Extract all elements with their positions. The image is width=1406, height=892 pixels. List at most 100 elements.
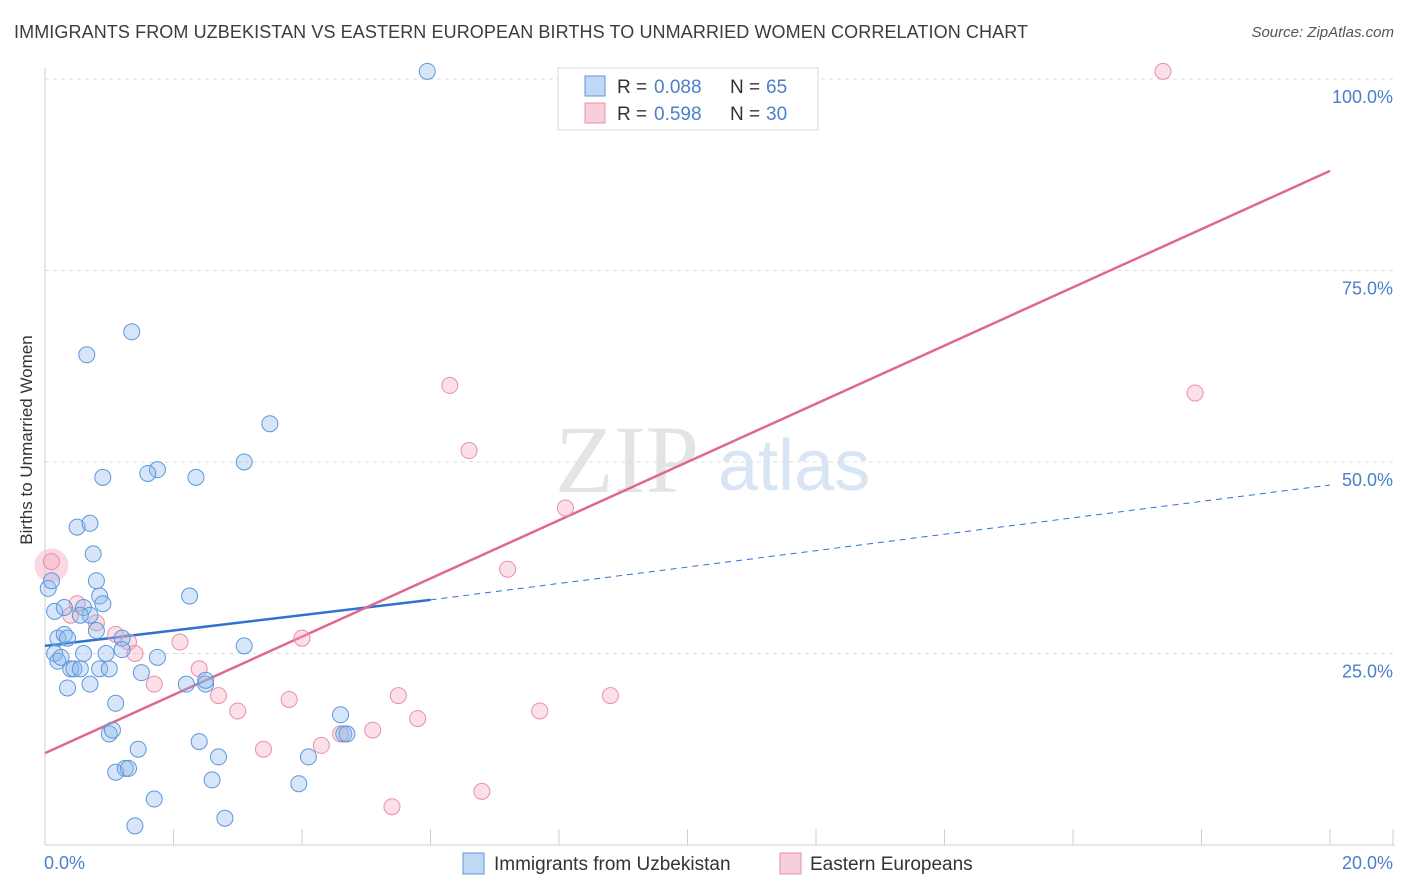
eastern-europeans-point <box>441 376 459 394</box>
eastern-europeans-point <box>209 687 227 705</box>
uzbekistan-point <box>58 679 76 697</box>
legend-swatch <box>584 102 606 124</box>
eastern-europeans-point <box>254 740 272 758</box>
uzbekistan-point <box>42 572 60 590</box>
eastern-europeans-point <box>42 553 60 571</box>
uzbekistan-point <box>103 721 121 739</box>
uzbekistan-point <box>84 545 102 563</box>
uzbekistan-point <box>216 809 234 827</box>
uzbekistan-point <box>78 346 96 364</box>
eastern-europeans-trend-line <box>44 169 1331 755</box>
eastern-europeans-point <box>473 782 491 800</box>
uzbekistan-point <box>197 671 215 689</box>
uzbekistan-point <box>113 641 131 659</box>
eastern-europeans-point <box>460 442 478 460</box>
uzbekistan-point <box>87 572 105 590</box>
y-axis-label-wrap: Births to Unmarried Women <box>14 290 40 590</box>
eastern-europeans-point <box>1154 62 1172 80</box>
uzbekistan-point <box>97 645 115 662</box>
eastern-europeans-point <box>229 702 247 720</box>
uzbekistan-point <box>129 740 147 758</box>
legend-r-value: 0.088 <box>654 77 702 98</box>
legend-n-label: N = <box>730 77 760 98</box>
eastern-europeans-point <box>389 687 407 705</box>
bottom-legend-swatch <box>462 852 485 875</box>
uzbekistan-point <box>187 468 205 486</box>
uzbekistan-point <box>107 694 125 712</box>
eastern-europeans-point <box>409 710 427 728</box>
uzbekistan-point <box>94 595 112 613</box>
eastern-europeans-point <box>34 548 69 583</box>
uzbekistan-point <box>87 622 105 640</box>
source-label: Source: ZipAtlas.com <box>1251 24 1394 41</box>
uzbekistan-point <box>52 648 70 666</box>
eastern-europeans-point <box>601 687 619 705</box>
eastern-europeans-point <box>126 645 144 662</box>
watermark-zip: ZIP <box>555 406 699 513</box>
uzbekistan-point <box>177 675 195 693</box>
axes <box>44 68 1395 846</box>
uzbekistan-point <box>418 62 436 80</box>
uzbekistan-point <box>338 725 356 743</box>
y-axis-label: Births to Unmarried Women <box>17 335 36 545</box>
uzbekistan-point <box>126 817 144 835</box>
bottom-legend-label: Eastern Europeans <box>810 854 973 875</box>
uzbekistan-point <box>209 748 227 766</box>
legend-r-value: 0.598 <box>654 104 702 125</box>
uzbekistan-point <box>290 775 308 793</box>
uzbekistan-point <box>203 771 221 789</box>
uzbekistan-point <box>68 518 86 536</box>
watermark-atlas: atlas <box>718 426 870 506</box>
eastern-europeans-point <box>312 736 330 754</box>
eastern-europeans-point <box>499 560 517 578</box>
y-tick-label: 100.0% <box>1332 87 1393 107</box>
y-tick-label: 25.0% <box>1342 662 1393 682</box>
bottom-legend: Immigrants from Uzbekistan Eastern Europe… <box>462 852 973 875</box>
chart-title: IMMIGRANTS FROM UZBEKISTAN VS EASTERN EU… <box>14 22 1029 42</box>
eastern-europeans-point <box>531 702 549 720</box>
eastern-europeans-point <box>145 675 163 693</box>
uzbekistan-point <box>55 599 73 617</box>
uzbekistan-point <box>299 748 317 766</box>
eastern-europeans-point <box>383 798 401 816</box>
uzbekistan-point <box>123 323 141 341</box>
uzbekistan-point <box>332 706 350 724</box>
y-tick-label: 50.0% <box>1342 470 1393 490</box>
uzbekistan-point <box>100 660 118 678</box>
legend-n-label: N = <box>730 104 760 125</box>
uzbekistan-point <box>94 468 112 486</box>
uzbekistan-point <box>71 660 89 678</box>
uzbekistan-point <box>145 790 163 808</box>
uzbekistan-point <box>58 629 76 647</box>
uzbekistan-point <box>107 763 125 781</box>
uzbekistan-point <box>190 733 208 751</box>
uzbekistan-point <box>120 759 138 777</box>
uzbekistan-point <box>261 415 279 433</box>
legend: R = 0.088 N = 65 R = 0.598 N = 30 <box>557 67 819 131</box>
legend-n-value: 65 <box>766 77 787 98</box>
eastern-europeans-point <box>171 633 189 651</box>
uzbekistan-point <box>235 453 253 471</box>
y-tick-label: 75.0% <box>1342 279 1393 299</box>
uzbekistan-point <box>81 675 99 693</box>
eastern-europeans-point <box>556 499 574 517</box>
uzbekistan-point <box>235 637 253 655</box>
uzbekistan-point <box>139 464 157 482</box>
eastern-europeans-point <box>1186 384 1204 402</box>
uzbekistan-point <box>148 648 166 666</box>
uzbekistan-point <box>91 660 109 678</box>
uzbekistan-point <box>75 645 93 662</box>
uzbekistan-point <box>46 602 64 620</box>
uzbekistan-point <box>132 664 150 682</box>
uzbekistan-point <box>81 514 99 532</box>
legend-n-value: 30 <box>766 104 787 125</box>
eastern-europeans-point <box>280 690 298 708</box>
uzbekistan-point <box>181 587 199 605</box>
uzbekistan-point <box>71 606 89 624</box>
uzbekistan-trend-dashed <box>430 484 1331 601</box>
grid <box>45 78 1395 654</box>
legend-r-label: R = <box>617 77 647 98</box>
x-tick-label: 0.0% <box>44 853 85 873</box>
uzbekistan-point <box>81 606 99 624</box>
